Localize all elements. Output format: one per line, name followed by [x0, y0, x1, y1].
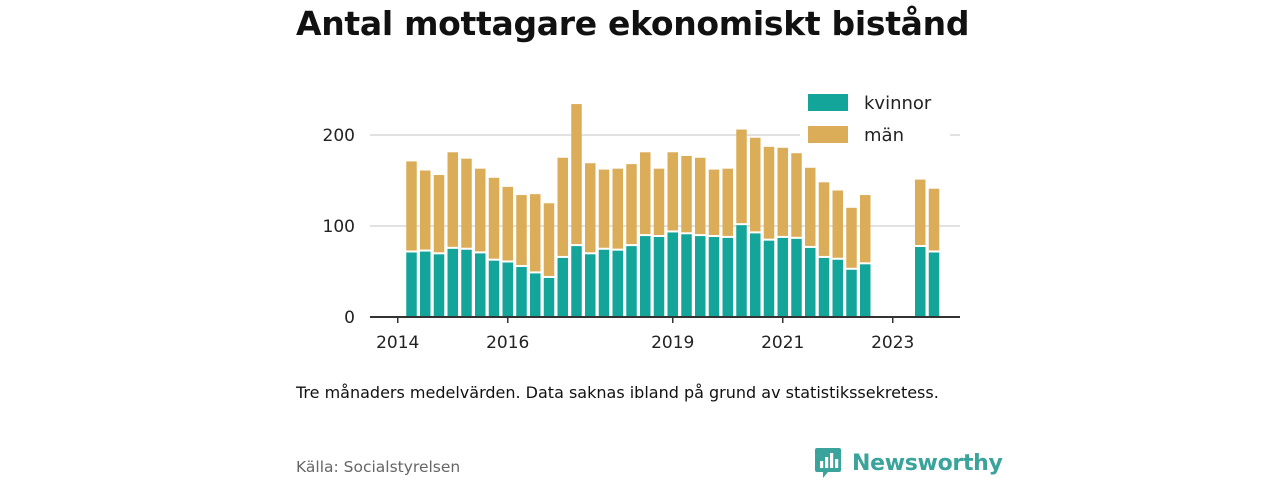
brand-logo: Newsworthy: [814, 446, 1003, 480]
brand-name: Newsworthy: [852, 450, 1003, 476]
bar-man: [571, 104, 582, 245]
y-tick-label: 100: [323, 217, 355, 237]
source-label: Källa: Socialstyrelsen: [296, 458, 461, 476]
bar-man: [406, 161, 417, 251]
bar-kvinnor: [530, 273, 541, 317]
bar-kvinnor: [461, 249, 472, 317]
bar-kvinnor: [447, 248, 458, 317]
bar-man: [612, 168, 623, 249]
x-tick-label: 2014: [376, 333, 419, 353]
newsworthy-logo-icon: [815, 448, 841, 478]
bar-kvinnor: [626, 246, 637, 317]
x-tick-label: 2019: [651, 333, 694, 353]
bar-kvinnor: [516, 267, 527, 317]
y-tick-label: 0: [344, 308, 355, 328]
bar-kvinnor: [653, 237, 665, 317]
bar-kvinnor: [543, 277, 555, 317]
bar-man: [530, 194, 541, 272]
bar-man: [640, 152, 651, 235]
bar-man: [818, 182, 830, 256]
bar-man: [846, 207, 857, 268]
bar-man: [475, 168, 486, 252]
bar-man: [502, 186, 513, 261]
bar-kvinnor: [818, 257, 830, 317]
bar-kvinnor: [406, 252, 417, 317]
bar-man: [791, 153, 802, 237]
y-tick-label: 200: [323, 126, 355, 146]
x-tick-label: 2021: [761, 333, 804, 353]
bar-man: [420, 170, 431, 250]
bar-man: [516, 195, 527, 266]
bar-kvinnor: [860, 264, 871, 317]
bar-kvinnor: [708, 237, 720, 317]
bar-kvinnor: [488, 260, 500, 317]
bar-man: [750, 137, 761, 232]
bar-man: [915, 179, 926, 246]
bar-man: [695, 157, 706, 235]
bars: [406, 104, 940, 317]
bar-man: [585, 163, 596, 253]
bar-man: [860, 195, 871, 263]
bar-man: [543, 203, 555, 276]
legend-swatch: [808, 126, 848, 143]
bar-kvinnor: [420, 251, 431, 317]
bar-man: [653, 168, 665, 236]
bar-man: [598, 169, 610, 248]
bar-kvinnor: [598, 249, 610, 317]
bar-man: [461, 158, 472, 248]
bar-man: [488, 177, 500, 259]
bar-kvinnor: [502, 262, 513, 317]
bar-kvinnor: [681, 234, 692, 317]
bar-kvinnor: [777, 237, 788, 317]
bar-man: [708, 169, 720, 236]
gridlines: [370, 134, 960, 227]
bar-man: [557, 157, 568, 256]
bar-kvinnor: [722, 237, 733, 317]
axes: 0 100 200 2014 2016 2019 2021 2023: [323, 126, 960, 353]
bar-man: [626, 164, 637, 245]
bar-kvinnor: [475, 253, 486, 317]
bar-man: [667, 152, 678, 231]
bar-kvinnor: [640, 236, 651, 317]
bar-kvinnor: [750, 233, 761, 317]
bar-man: [681, 155, 692, 233]
bar-man: [433, 175, 445, 253]
bar-man: [722, 168, 733, 236]
bar-kvinnor: [915, 247, 926, 317]
bar-kvinnor: [695, 236, 706, 317]
chart-note: Tre månaders medelvärden. Data saknas ib…: [296, 383, 939, 402]
bar-man: [763, 146, 775, 239]
x-tick-label: 2023: [871, 333, 914, 353]
chart-title: Antal mottagare ekonomiskt bistånd: [296, 4, 970, 43]
bar-man: [928, 188, 940, 251]
bar-man: [832, 190, 843, 258]
legend-label: män: [864, 125, 904, 146]
legend-swatch: [808, 94, 848, 111]
bar-kvinnor: [667, 232, 678, 317]
bar-kvinnor: [571, 246, 582, 317]
bar-kvinnor: [832, 259, 843, 317]
bar-kvinnor: [433, 254, 445, 317]
bar-man: [736, 129, 747, 224]
bar-kvinnor: [805, 247, 816, 317]
bar-kvinnor: [846, 269, 857, 317]
x-tick-label: 2016: [486, 333, 529, 353]
bar-kvinnor: [791, 238, 802, 317]
bar-kvinnor: [763, 240, 775, 317]
bar-kvinnor: [736, 225, 747, 317]
bar-man: [805, 167, 816, 246]
legend: kvinnor män: [800, 84, 950, 146]
bar-man: [777, 147, 788, 236]
bar-kvinnor: [928, 252, 940, 317]
bar-kvinnor: [557, 257, 568, 317]
bar-man: [447, 152, 458, 247]
bar-kvinnor: [612, 250, 623, 317]
bar-kvinnor: [585, 254, 596, 317]
legend-label: kvinnor: [864, 93, 932, 114]
